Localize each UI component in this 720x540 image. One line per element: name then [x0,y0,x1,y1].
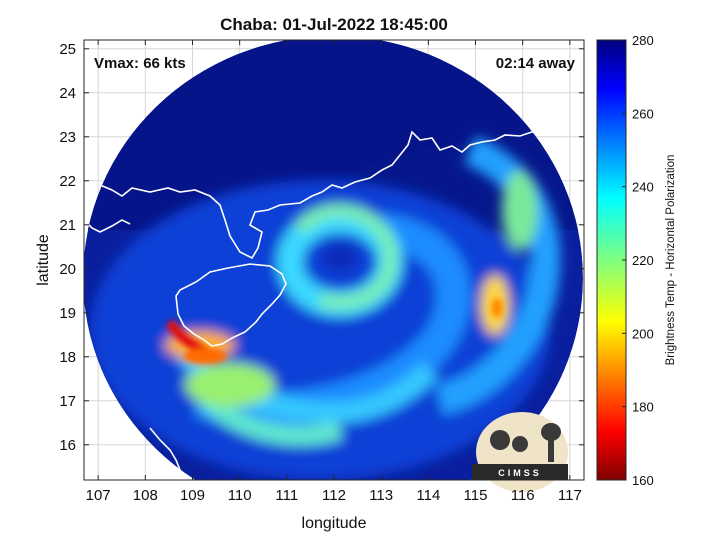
x-tick-label-113: 113 [369,487,393,504]
x-tick-label-116: 116 [511,487,535,504]
y-tick-label-17: 17 [59,393,76,410]
colorbar-tick-label-200: 200 [632,326,654,341]
colorbar: 160 180 200 220 240 260 280 Brightness Temp - … [596,33,677,488]
coastline-gulf-of-tonkin [84,219,131,233]
logo-satellite-dish-right [512,436,528,452]
time-away-annotation: 02:14 away [496,55,576,72]
colorbar-tick-label-180: 180 [632,400,654,415]
logo-text: CIMSS [498,468,542,478]
x-tick-label-111: 111 [275,487,298,504]
vmax-annotation: Vmax: 66 kts [94,55,186,72]
hot-spot-orange [183,348,227,364]
x-tick-label-112: 112 [322,487,346,504]
swath [84,40,583,480]
y-axis-label: latitude [35,234,52,286]
logo-water-tower-leg [548,436,554,462]
x-tick-label-117: 117 [558,487,582,504]
cimss-logo: CIMSS [472,412,568,492]
x-tick-label-107: 107 [86,487,111,504]
colorbar-ticks: 160 180 200 220 240 260 280 [622,33,654,488]
y-axis-ticks: 16 17 18 19 20 21 22 23 24 25 [59,41,584,454]
chart-title: Chaba: 01-Jul-2022 18:45:00 [220,15,448,34]
logo-satellite-dish-left [490,430,510,450]
upper-ocean-region [84,40,583,230]
y-tick-label-19: 19 [59,305,76,322]
y-tick-label-25: 25 [59,41,76,58]
colorbar-label: Brightness Temp - Horizontal Polarizatio… [665,155,677,366]
y-tick-label-20: 20 [59,261,76,278]
y-tick-label-24: 24 [59,85,76,102]
colorbar-tick-label-280: 280 [632,33,654,48]
y-tick-label-16: 16 [59,437,76,454]
colorbar-tick-label-260: 260 [632,106,654,121]
x-tick-label-114: 114 [416,487,440,504]
warm-spot-east [491,298,503,318]
y-tick-label-18: 18 [59,349,76,366]
colorbar-gradient [596,39,627,481]
x-tick-label-115: 115 [464,487,488,504]
convection-east-1 [502,170,538,250]
plot-area: Vmax: 66 kts 02:14 away CIMSS [83,39,585,492]
colorbar-tick-label-160: 160 [632,473,654,488]
y-tick-label-22: 22 [59,173,76,190]
x-axis-ticks: 107 108 109 110 111 112 113 114 115 116 117 [86,40,582,504]
colorbar-tick-label-220: 220 [632,253,654,268]
x-tick-label-108: 108 [133,487,158,504]
coastline-south-china [84,101,583,260]
rainband-east [435,136,561,415]
logo-water-tower-tank [541,423,561,441]
coastline-hainan [175,263,287,347]
eye [322,244,358,272]
eyewall-arc [294,204,398,310]
x-tick-label-109: 109 [180,487,205,504]
y-tick-label-21: 21 [59,217,76,234]
x-axis-label: longitude [302,515,367,532]
logo-banner [472,464,568,480]
y-tick-label-23: 23 [59,129,76,146]
x-tick-label-110: 110 [228,487,252,504]
convection-southwest [185,363,275,407]
colorbar-tick-label-240: 240 [632,180,654,195]
